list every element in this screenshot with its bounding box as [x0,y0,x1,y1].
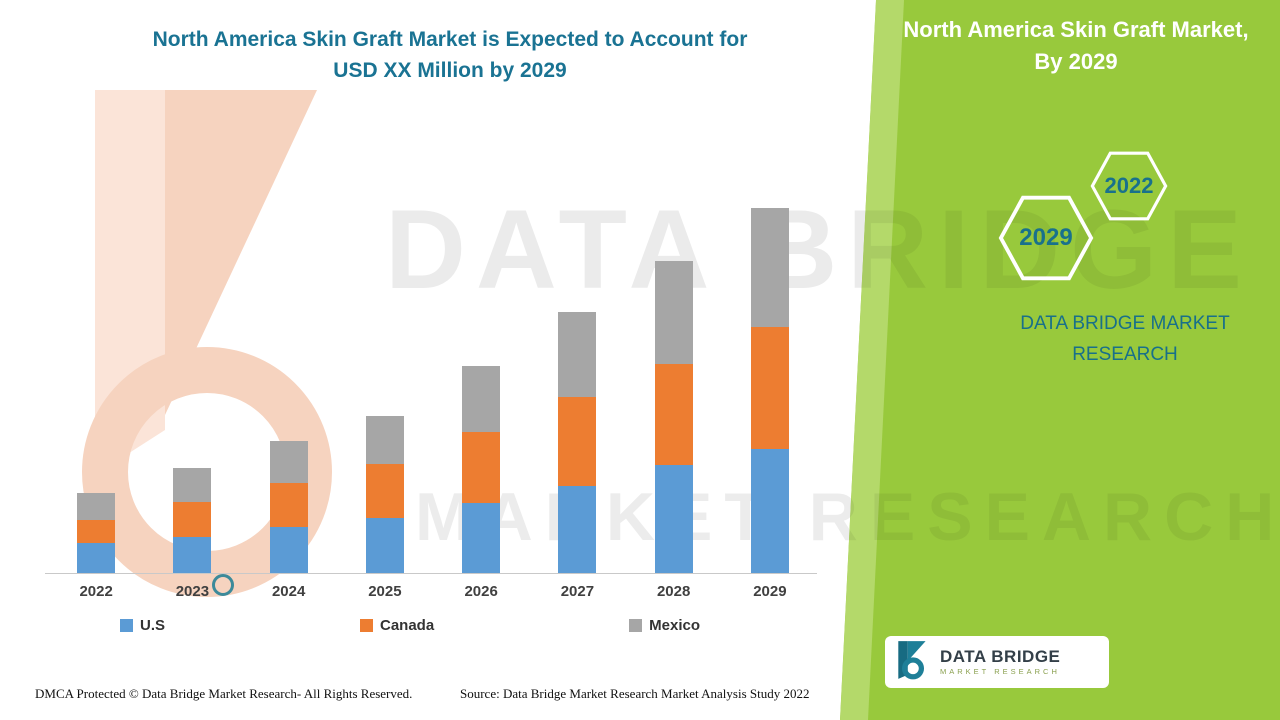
x-label-2025: 2025 [368,583,402,600]
segment-Mexico-2025 [365,416,404,465]
dmca-notice: DMCA Protected © Data Bridge Market Rese… [35,686,413,701]
segment-Mexico-2027 [558,311,597,397]
stacked-bar-2028 [654,261,693,573]
x-axis-line [45,573,817,574]
stacked-bar-2025 [365,416,404,573]
watermark-text-line1-on-green: DATA BRIDGE [385,187,1252,312]
chart-title-line1: North America Skin Graft Market is Expec… [152,28,748,51]
stacked-bar-2026 [462,365,501,573]
segment-Canada-2023 [173,501,212,537]
segment-Canada-2024 [269,482,308,527]
segment-US-2027 [558,485,597,573]
segment-Mexico-2026 [462,365,501,433]
logo-badge-text: DATA BRIDGE MARKET RESEARCH [940,647,1060,677]
chart-legend: U.S Canada Mexico [120,617,700,634]
segment-US-2025 [365,517,404,573]
hexagon-2022-label: 2022 [1104,173,1154,198]
stacked-bar-2027 [558,311,597,573]
bar-group-2029 [722,207,818,573]
segment-Canada-2029 [750,326,789,450]
legend-item-Canada: Canada [359,617,435,634]
panel-brand-line2: RESEARCH [1072,344,1178,365]
legend-label-Mexico: Mexico [649,617,700,634]
segment-Canada-2022 [77,519,116,543]
panel-brand-line1: DATA BRIDGE MARKET [1020,313,1230,334]
plot-area [48,207,818,573]
bar-group-2027 [529,311,625,573]
legend-swatch-Mexico [629,619,643,632]
bar-group-2028 [626,261,722,573]
watermark-logo-dot [212,574,234,596]
legend-item-Mexico: Mexico [629,617,700,634]
x-label-2028: 2028 [656,583,691,600]
segment-Mexico-2023 [173,468,212,502]
hexagon-2029: 2029 [998,194,1094,282]
source-note: Source: Data Bridge Market Research Mark… [460,686,810,701]
background-logo-watermark [55,80,375,605]
x-label-2024: 2024 [271,583,306,600]
logo-badge-subtitle: MARKET RESEARCH [940,667,1060,677]
segment-Canada-2028 [654,363,693,466]
stacked-bar-2023 [173,468,212,573]
bar-group-2022 [48,492,144,573]
logo-badge-name: DATA BRIDGE [940,646,1061,666]
panel-heading: North America Skin Graft Market, By 2029 [890,14,1262,78]
x-label-2027: 2027 [560,583,595,600]
panel-brand-text: DATA BRIDGE MARKET RESEARCH [970,308,1280,370]
segment-Canada-2026 [462,432,501,503]
segment-US-2026 [462,502,501,573]
stacked-bar-2024 [269,441,308,573]
bar-group-2026 [433,365,529,573]
bar-group-2023 [144,468,240,573]
x-label-2023: 2023 [175,583,210,600]
segment-US-2028 [654,465,693,573]
chart-title-line2: USD XX Million by 2029 [333,59,567,82]
x-axis-labels: 2022 2023 2024 2025 2026 2027 2028 2029 [48,583,818,600]
hexagon-2029-label: 2029 [1019,224,1073,251]
legend-swatch-Canada [359,619,373,632]
segment-US-2029 [750,449,789,573]
x-label-2029: 2029 [753,583,787,600]
hexagon-2022: 2022 [1090,150,1168,222]
segment-US-2022 [77,542,116,573]
bar-group-2024 [241,441,337,573]
segment-Mexico-2022 [77,492,116,520]
legend-swatch-US [120,619,133,632]
diagonal-edge-stripe [840,0,904,720]
x-label-2026: 2026 [464,583,498,600]
segment-Mexico-2024 [269,441,308,483]
stacked-bar-2029 [750,207,789,573]
panel-heading-line2: By 2029 [1034,49,1118,74]
segment-US-2023 [173,536,212,573]
legend-label-Canada: Canada [379,617,435,634]
segment-Canada-2025 [365,464,404,518]
side-panel: DATA BRIDGE MARKET RESEARCH North Americ… [840,0,1280,720]
segment-Canada-2027 [558,397,597,486]
stacked-bar-2022 [77,492,116,573]
data-bridge-logo-icon [895,639,931,686]
segment-Mexico-2029 [750,207,789,327]
legend-label-US: U.S [140,617,166,634]
segment-Mexico-2028 [654,261,693,364]
chart-title: North America Skin Graft Market is Expec… [90,24,810,86]
watermark-text-line2-on-green: MARKET RESEARCH [415,479,1280,555]
segment-US-2024 [269,526,308,573]
bar-group-2025 [337,416,433,573]
panel-heading-line1: North America Skin Graft Market, [903,17,1249,42]
legend-item-US: U.S [120,617,165,634]
logo-badge: DATA BRIDGE MARKET RESEARCH [885,636,1109,688]
x-label-2022: 2022 [79,583,113,600]
